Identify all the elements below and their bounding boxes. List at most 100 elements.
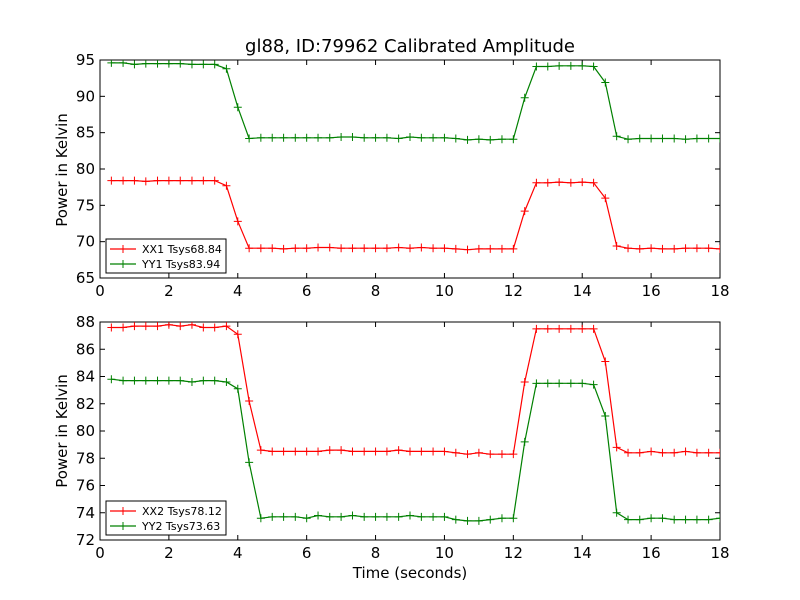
data-point xyxy=(279,133,288,142)
data-point xyxy=(176,322,185,331)
y-tick-label: 84 xyxy=(76,368,95,386)
bottom-panel: 0 2 4 6 8 10 12 14 16 18 72 74 76 78 80 82 84 86 88 XX2 Tsy… xyxy=(76,313,730,562)
data-point xyxy=(635,448,644,457)
y-tick-label: 70 xyxy=(76,233,95,251)
x-tick-label: 18 xyxy=(710,544,729,562)
data-point xyxy=(692,244,701,253)
data-point xyxy=(509,514,518,523)
data-point xyxy=(394,446,403,455)
legend-label: YY1 Tsys83.94 xyxy=(141,258,220,271)
data-point xyxy=(509,135,518,144)
data-point xyxy=(348,133,357,142)
data-point xyxy=(279,244,288,253)
data-point xyxy=(302,244,311,253)
data-point xyxy=(233,103,242,112)
data-point xyxy=(624,135,633,144)
data-point xyxy=(555,324,564,333)
legend xyxy=(105,500,227,536)
data-point xyxy=(532,324,541,333)
y-tick-label: 78 xyxy=(76,449,95,467)
data-point xyxy=(670,448,679,457)
data-point xyxy=(417,512,426,521)
data-point xyxy=(463,135,472,144)
data-point xyxy=(681,135,690,144)
data-point xyxy=(210,60,219,69)
data-point xyxy=(589,380,598,389)
data-point xyxy=(612,443,621,452)
data-point xyxy=(520,207,529,216)
data-point xyxy=(647,514,656,523)
data-point xyxy=(256,514,265,523)
x-tick-label: 4 xyxy=(233,282,243,300)
data-point xyxy=(532,178,541,187)
data-point xyxy=(578,379,587,388)
data-point xyxy=(382,447,391,456)
data-point xyxy=(141,60,150,68)
data-point xyxy=(325,446,334,455)
data-point xyxy=(153,322,162,331)
data-point xyxy=(451,515,460,524)
data-point xyxy=(268,447,277,456)
data-point xyxy=(716,134,720,143)
y-tick-label: 90 xyxy=(76,87,95,105)
data-point xyxy=(256,133,265,142)
data-point xyxy=(520,377,529,386)
data-point xyxy=(429,244,438,253)
x-tick-label: 8 xyxy=(371,282,381,300)
data-point xyxy=(451,244,460,253)
data-point xyxy=(130,376,139,385)
x-tick-label: 0 xyxy=(95,282,105,300)
data-point xyxy=(222,64,231,73)
data-point xyxy=(692,134,701,143)
data-point xyxy=(612,132,621,141)
y-tick-label: 76 xyxy=(76,477,95,495)
data-point xyxy=(164,322,173,329)
y-tick-label: 65 xyxy=(76,269,95,287)
y-tick-label: 88 xyxy=(76,313,95,331)
data-point xyxy=(348,447,357,456)
data-point xyxy=(635,134,644,143)
data-point xyxy=(578,324,587,333)
data-point xyxy=(176,376,185,385)
data-point xyxy=(153,176,162,185)
data-point xyxy=(589,178,598,187)
data-point xyxy=(578,178,587,187)
data-point xyxy=(199,176,208,185)
data-point xyxy=(153,60,162,68)
x-tick-label: 12 xyxy=(504,544,523,562)
data-point xyxy=(589,62,598,71)
data-point xyxy=(578,61,587,70)
x-tick-label: 14 xyxy=(573,544,592,562)
y-axis-label-top: Power in Kelvin xyxy=(53,113,71,227)
data-point xyxy=(314,243,323,252)
data-point xyxy=(497,135,506,144)
data-point xyxy=(107,375,116,384)
data-point xyxy=(509,244,518,253)
x-tick-label: 4 xyxy=(233,544,243,562)
data-point xyxy=(486,450,495,459)
data-point xyxy=(382,133,391,142)
data-point xyxy=(497,450,506,459)
x-tick-label: 2 xyxy=(164,544,174,562)
data-point xyxy=(394,512,403,521)
data-point xyxy=(130,60,139,69)
data-point xyxy=(337,512,346,521)
data-point xyxy=(268,133,277,142)
data-point xyxy=(164,176,173,185)
data-point xyxy=(360,244,369,253)
data-point xyxy=(440,512,449,521)
data-point xyxy=(187,377,196,386)
data-point xyxy=(348,244,357,253)
legend-label: XX1 Tsys68.84 xyxy=(142,243,222,256)
data-point xyxy=(337,446,346,455)
data-point xyxy=(463,450,472,459)
data-point xyxy=(153,376,162,385)
data-point xyxy=(222,377,231,386)
data-point xyxy=(704,134,713,143)
data-point xyxy=(222,181,231,190)
data-point xyxy=(360,512,369,521)
data-point xyxy=(245,244,254,253)
data-point xyxy=(268,512,277,521)
x-tick-label: 6 xyxy=(302,544,312,562)
